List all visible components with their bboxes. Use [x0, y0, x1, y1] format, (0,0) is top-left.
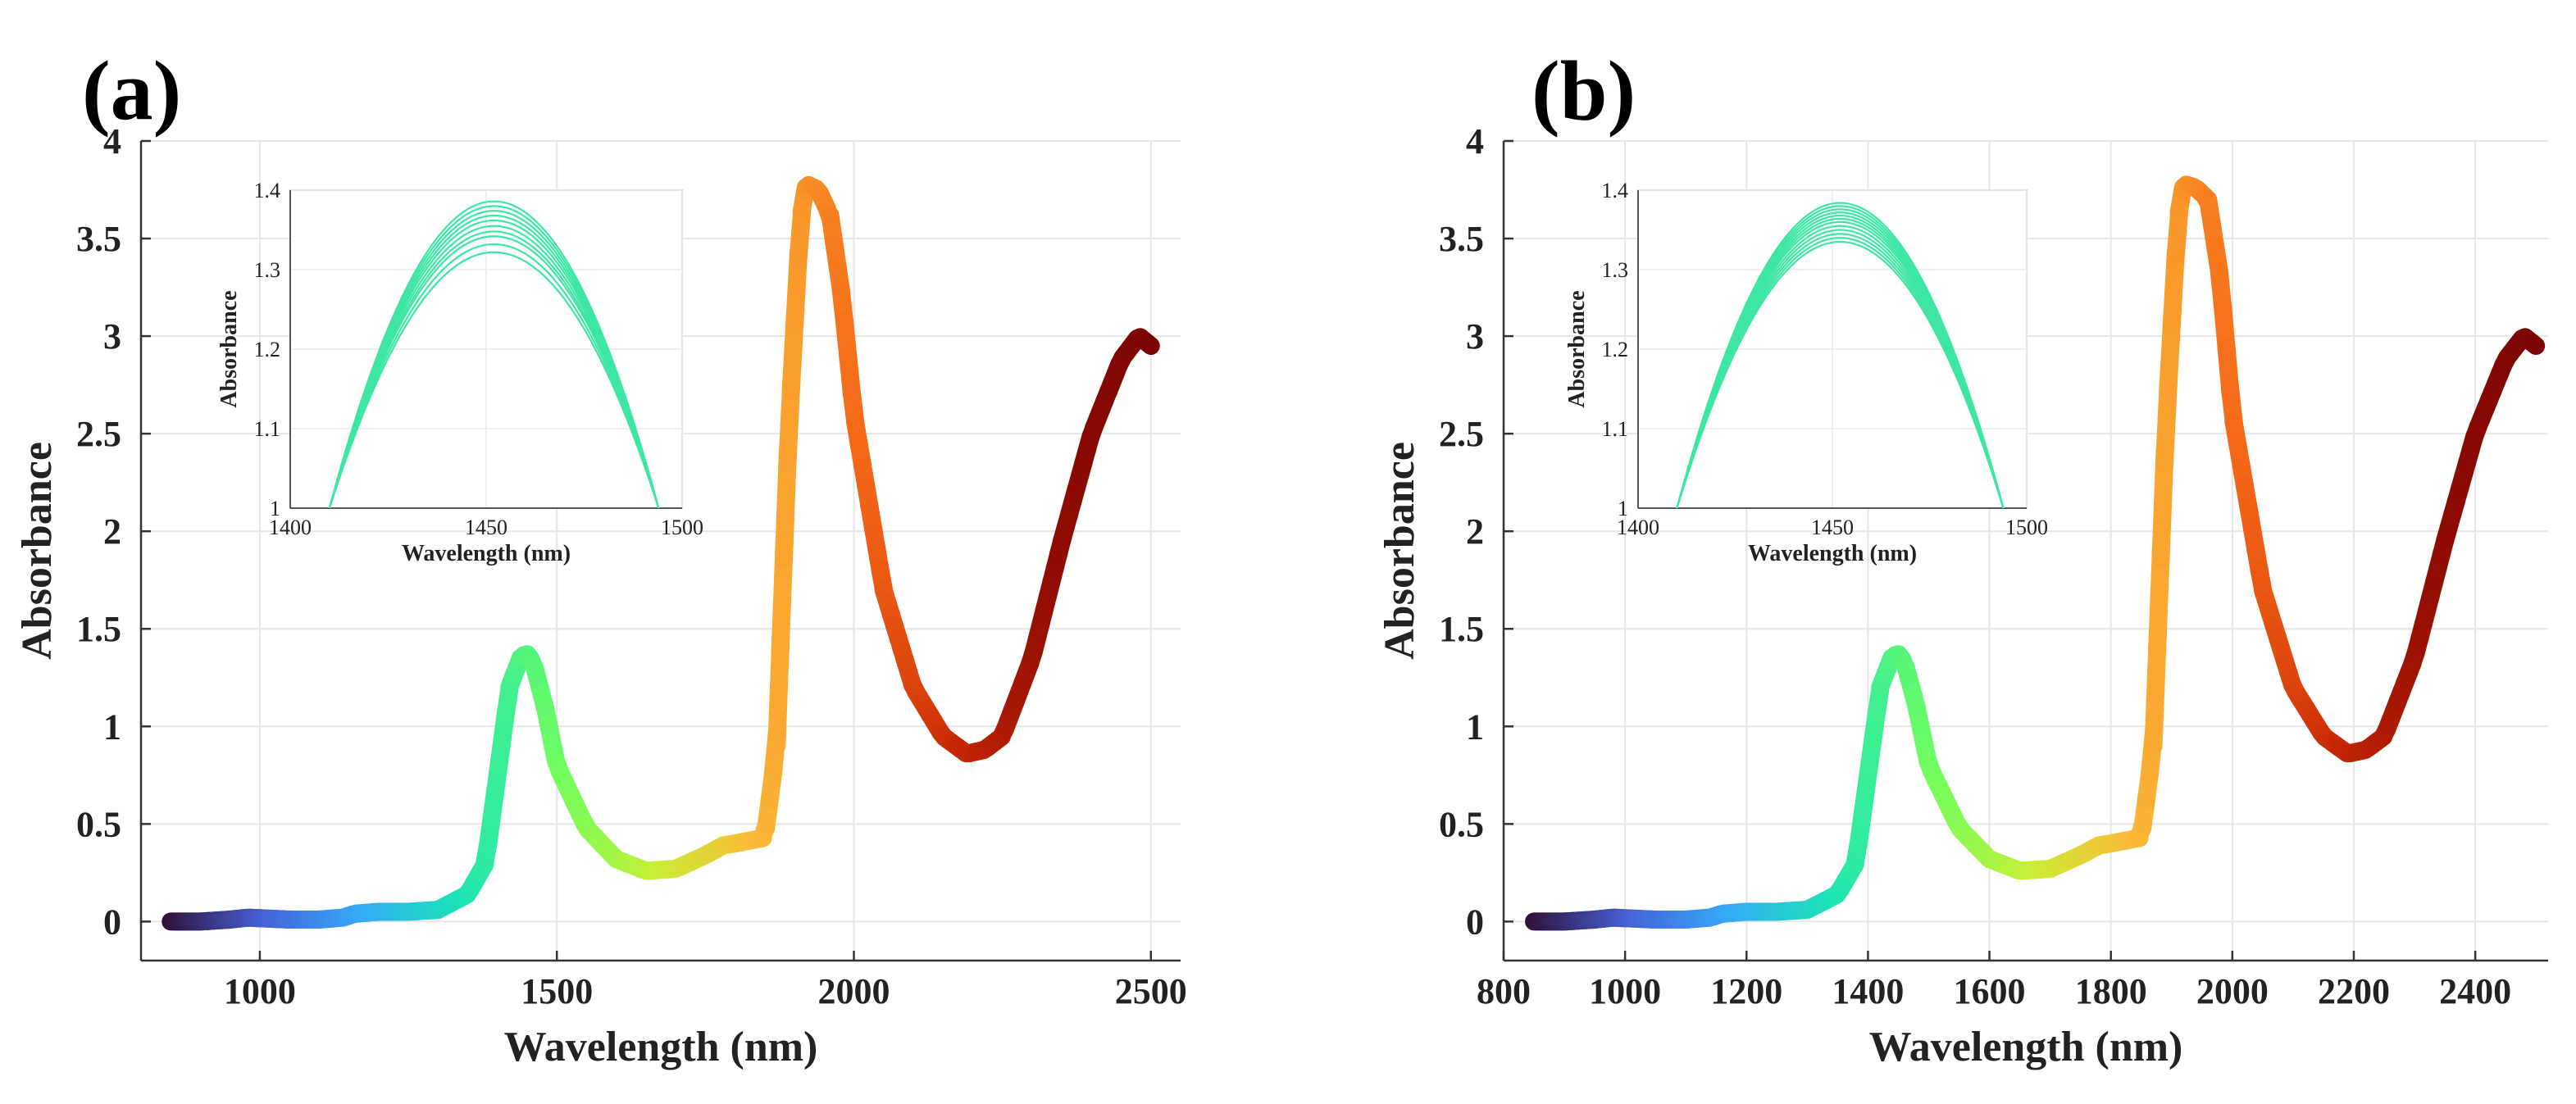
- inset-x-tick-label: 1500: [661, 516, 703, 539]
- inset-x-axis-label: Wavelength (nm): [402, 541, 571, 566]
- x-tick-label: 1600: [1954, 971, 2026, 1011]
- panel-label: (b): [1531, 44, 1636, 139]
- x-tick-label: 2000: [2196, 971, 2269, 1011]
- y-axis-label: Absorbance: [1377, 442, 1423, 660]
- inset-y-tick-label: 1.1: [254, 417, 281, 441]
- y-tick-label: 0.5: [76, 804, 121, 844]
- x-tick-label: 1500: [521, 971, 593, 1011]
- inset-spectrum-line: [328, 200, 660, 508]
- x-tick-label: 2000: [817, 971, 890, 1011]
- inset-curves: [1676, 202, 2005, 508]
- inset-x-tick-label: 1450: [1811, 516, 1854, 539]
- x-tick-label: 2400: [2439, 971, 2511, 1011]
- x-tick-label: 800: [1477, 971, 1531, 1011]
- y-tick-label: 4: [103, 121, 121, 161]
- inset-y-tick-label: 1.2: [1602, 338, 1629, 361]
- spectrum-segment: [2523, 334, 2546, 355]
- inset-spectrum-line: [1676, 202, 2005, 508]
- inset-y-axis-label: Absorbance: [216, 290, 242, 407]
- inset-y-axis-label: Absorbance: [1564, 290, 1590, 407]
- y-tick-label: 2.5: [1439, 414, 1484, 454]
- y-tick-label: 2.5: [76, 414, 121, 454]
- inset-y-tick-label: 1.4: [1602, 179, 1629, 202]
- x-tick-label: 2200: [2318, 971, 2390, 1011]
- inset-x-tick-label: 1500: [2005, 516, 2048, 539]
- y-tick-label: 1.5: [76, 609, 121, 649]
- spectra-band: [1525, 175, 2546, 931]
- inset-plot: 1400 1450 1500 1 1.1 1.2 1.3 1.4 Wavelength (nm)…: [216, 179, 703, 566]
- y-tick-label: 3.5: [76, 219, 121, 259]
- y-tick-label: 2: [103, 511, 121, 552]
- x-axis-label: Wavelength (nm): [504, 1024, 818, 1070]
- spectra-band: [162, 175, 1160, 931]
- x-axis-label: Wavelength (nm): [1869, 1024, 2183, 1070]
- y-tick-label: 1.5: [1439, 609, 1484, 649]
- y-tick-label: 0: [103, 902, 121, 942]
- inset-y-tick-label: 1.1: [1602, 417, 1629, 441]
- inset-y-tick-label: 1.2: [254, 338, 281, 361]
- y-tick-label: 0: [1466, 902, 1484, 942]
- y-tick-label: 4: [1466, 121, 1484, 161]
- panel-b: (b) 800 1000 1200 1400 1600 1800 2000 2200 2400 0 0…: [1377, 44, 2548, 1070]
- inset-y-tick-label: 1.3: [254, 258, 281, 282]
- inset-curves: [328, 200, 660, 508]
- inset-x-tick-label: 1450: [465, 516, 507, 539]
- inset-y-tick-label: 1.4: [254, 179, 281, 202]
- x-tick-label: 1400: [1832, 971, 1904, 1011]
- x-tick-label: 1000: [1589, 971, 1661, 1011]
- y-tick-label: 3.5: [1439, 219, 1484, 259]
- panel-a: (a) 1000 1500 2000 2500 0 0.5 1 1.5 2 2.5 3 3.5 4 Wave…: [14, 44, 1187, 1070]
- x-tick-label: 1800: [2075, 971, 2147, 1011]
- y-tick-label: 1: [103, 706, 121, 747]
- inset-x-axis-label: Wavelength (nm): [1748, 541, 1917, 566]
- y-tick-label: 1: [1466, 706, 1484, 747]
- y-tick-label: 3: [103, 316, 121, 357]
- spectrum-segment: [1138, 334, 1160, 355]
- x-tick-label: 1000: [224, 971, 296, 1011]
- inset-x-tick-label: 1400: [1617, 516, 1659, 539]
- y-tick-label: 2: [1466, 511, 1484, 552]
- inset-y-tick-label: 1: [1618, 497, 1628, 520]
- y-tick-label: 0.5: [1439, 804, 1484, 844]
- y-tick-label: 3: [1466, 316, 1484, 357]
- inset-x-tick-label: 1400: [269, 516, 312, 539]
- y-axis-label: Absorbance: [14, 442, 61, 660]
- x-tick-label: 1200: [1710, 971, 1782, 1011]
- panel-label: (a): [82, 44, 181, 139]
- x-tick-label: 2500: [1115, 971, 1187, 1011]
- inset-plot: 1400 1450 1500 1 1.1 1.2 1.3 1.4 Wavelength (nm)…: [1564, 179, 2048, 566]
- inset-y-tick-label: 1: [270, 497, 280, 520]
- inset-y-tick-label: 1.3: [1602, 258, 1629, 282]
